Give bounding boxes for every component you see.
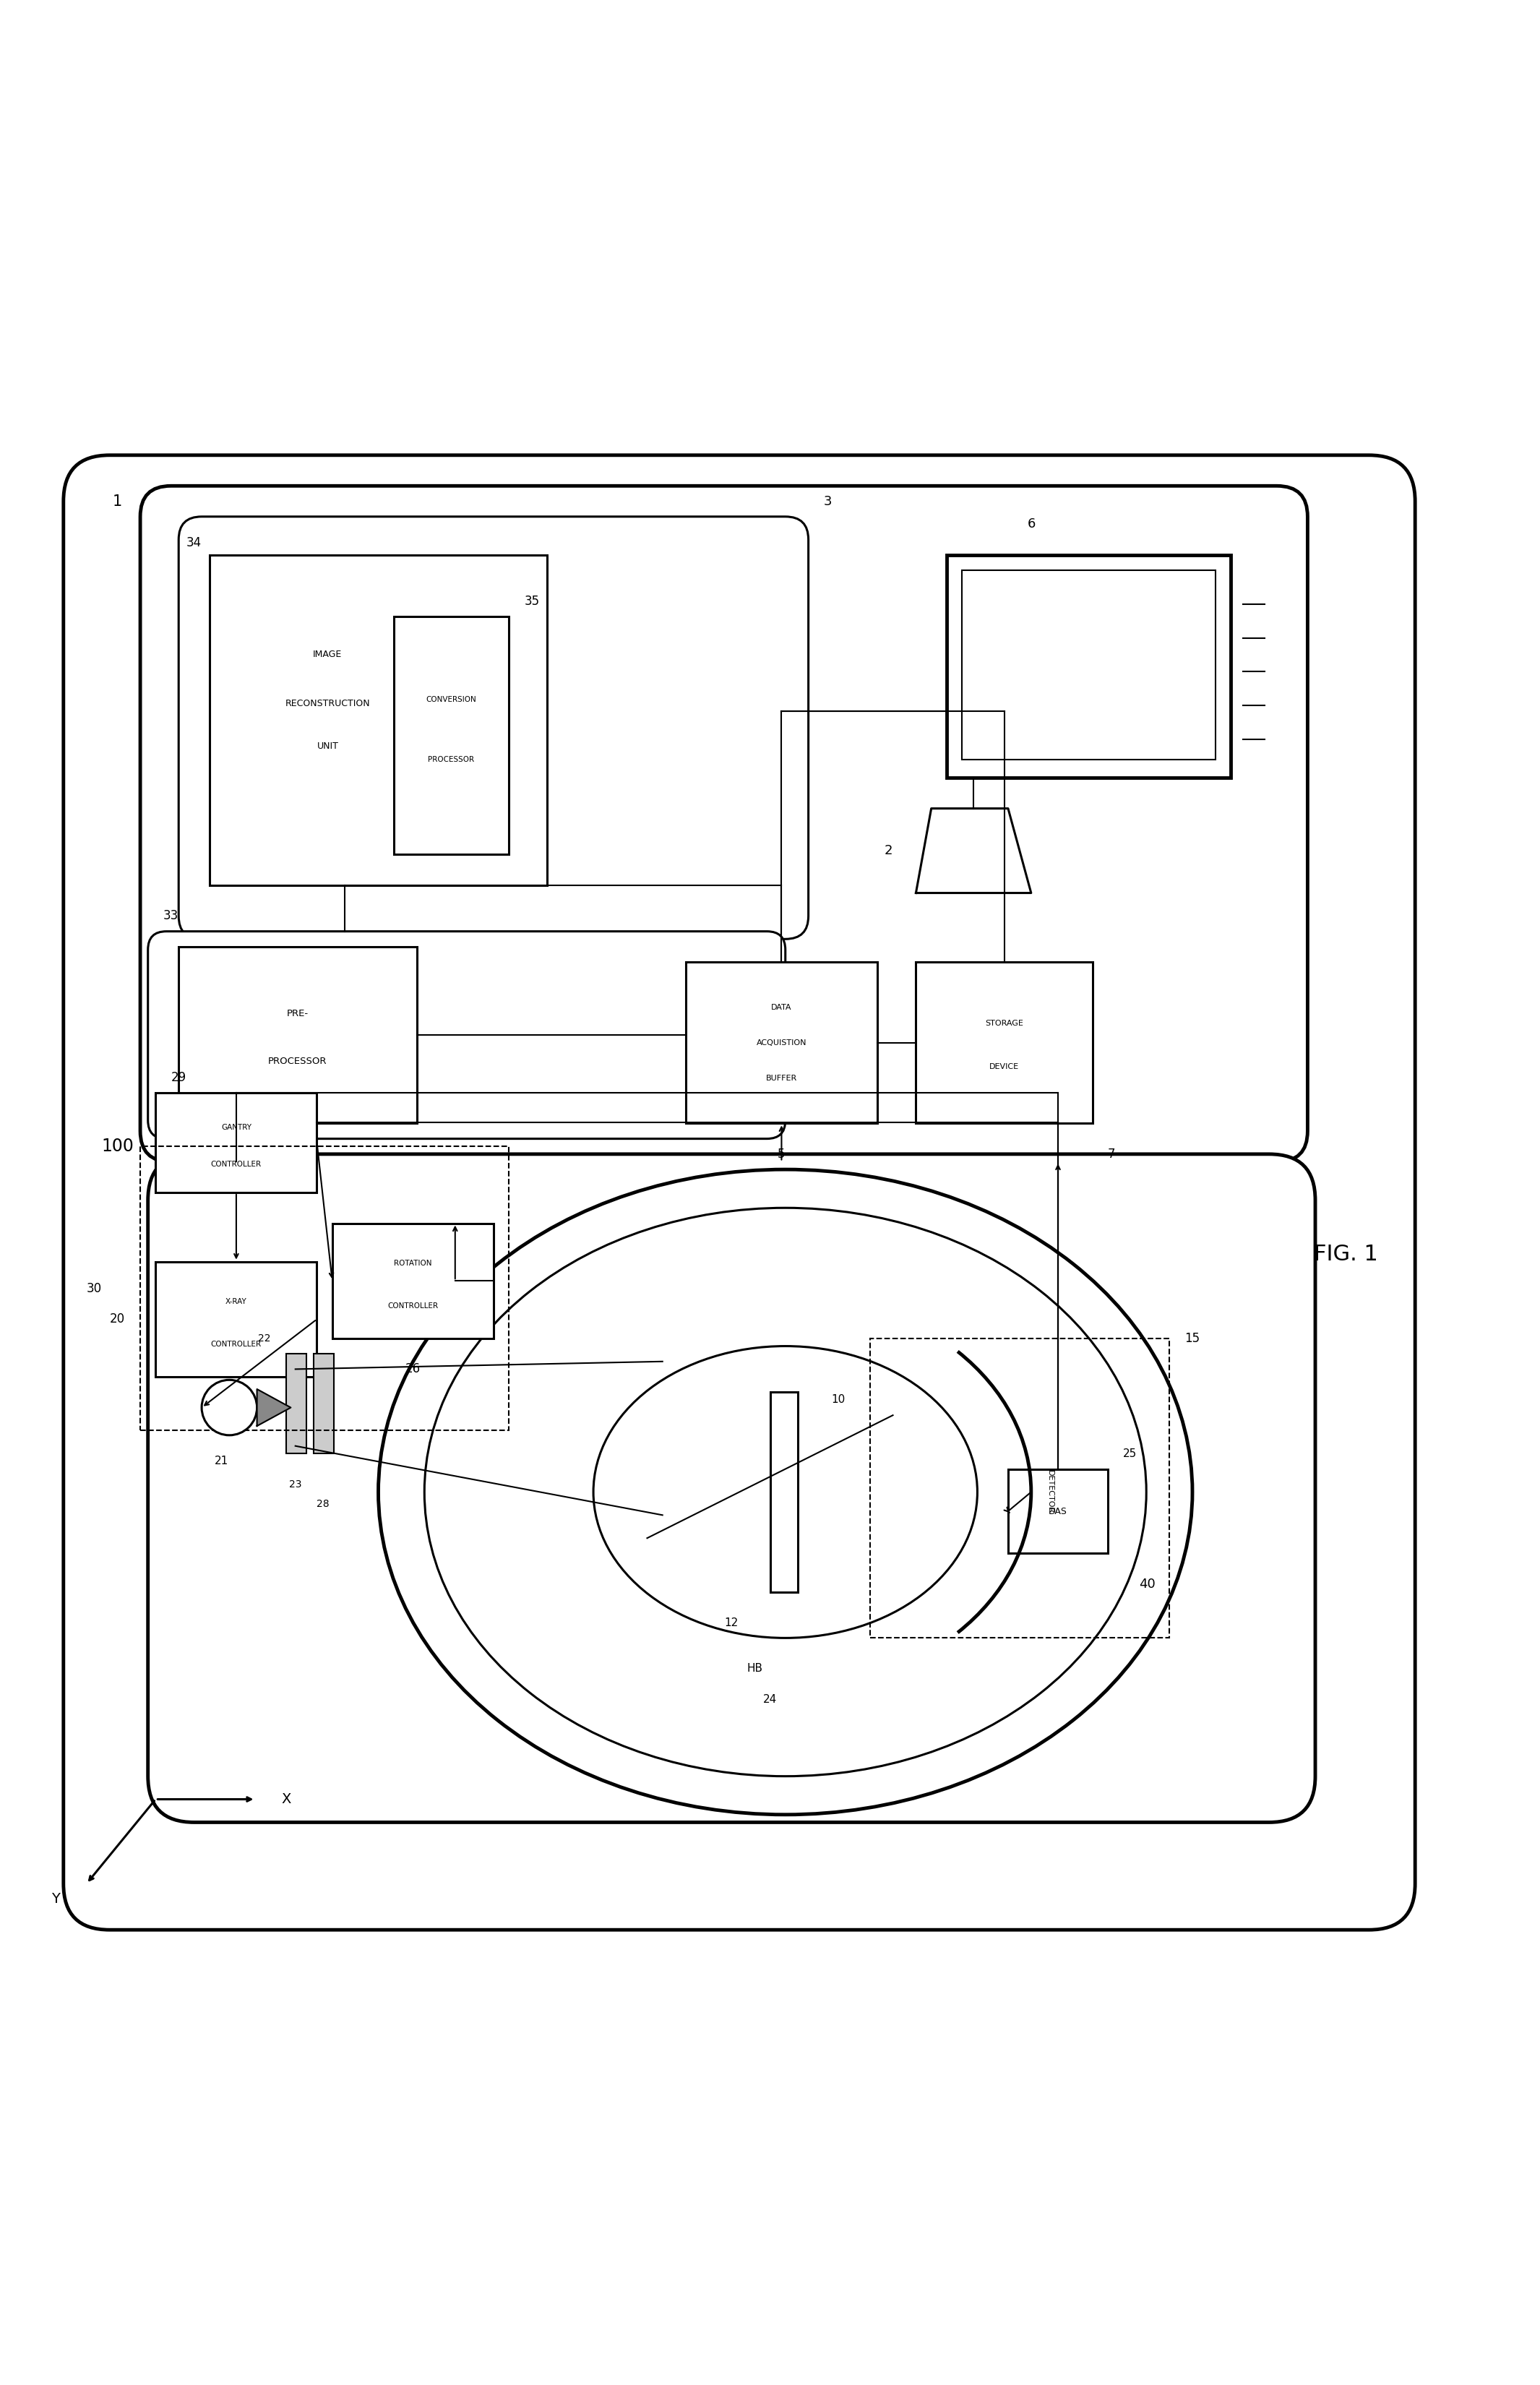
Text: 12: 12: [725, 1617, 739, 1629]
Bar: [947, 556, 1230, 778]
Text: 6: 6: [1027, 518, 1036, 532]
Text: PROCESSOR: PROCESSOR: [428, 756, 474, 763]
Bar: [156, 1262, 317, 1376]
Circle shape: [202, 1381, 257, 1436]
Bar: [179, 947, 417, 1123]
Text: DATA: DATA: [772, 1004, 792, 1011]
Text: 20: 20: [109, 1312, 125, 1326]
Bar: [870, 1338, 1169, 1638]
Text: 26: 26: [405, 1362, 420, 1376]
Bar: [156, 1092, 317, 1192]
Ellipse shape: [593, 1345, 978, 1638]
Text: 25: 25: [1123, 1448, 1137, 1460]
Text: 1: 1: [112, 494, 122, 508]
FancyBboxPatch shape: [63, 456, 1415, 1929]
Text: 2: 2: [884, 844, 893, 856]
Text: HB: HB: [747, 1662, 762, 1674]
Text: 21: 21: [214, 1455, 228, 1467]
Text: IMAGE: IMAGE: [313, 649, 342, 658]
Text: CONTROLLER: CONTROLLER: [211, 1340, 262, 1348]
Text: Y: Y: [51, 1891, 60, 1906]
Text: UNIT: UNIT: [317, 742, 339, 751]
Text: RECONSTRUCTION: RECONSTRUCTION: [285, 699, 370, 708]
Text: 33: 33: [163, 909, 179, 923]
Text: STORAGE: STORAGE: [986, 1021, 1024, 1028]
Bar: [685, 961, 878, 1123]
Text: 15: 15: [1184, 1331, 1200, 1345]
Polygon shape: [257, 1388, 291, 1426]
Bar: [962, 570, 1215, 758]
Text: 5: 5: [778, 1147, 785, 1161]
Bar: [333, 1224, 493, 1338]
Text: 40: 40: [1138, 1579, 1155, 1591]
Bar: [209, 556, 547, 885]
Text: ACQUISTION: ACQUISTION: [756, 1040, 807, 1047]
Text: PROCESSOR: PROCESSOR: [268, 1057, 326, 1066]
Text: 28: 28: [317, 1500, 330, 1510]
Text: DEVICE: DEVICE: [989, 1064, 1019, 1071]
Ellipse shape: [425, 1207, 1146, 1777]
Text: 34: 34: [186, 537, 202, 549]
Text: 23: 23: [290, 1479, 302, 1488]
Text: 22: 22: [259, 1333, 271, 1343]
Bar: [140, 1147, 508, 1431]
Text: 7: 7: [1107, 1147, 1115, 1161]
Text: ROTATION: ROTATION: [394, 1259, 431, 1266]
Bar: [1009, 1469, 1107, 1553]
Text: 24: 24: [762, 1693, 778, 1705]
Text: 100: 100: [102, 1138, 134, 1154]
Text: CONVERSION: CONVERSION: [427, 696, 476, 704]
Text: DETECTOR: DETECTOR: [1047, 1469, 1053, 1514]
Text: 10: 10: [832, 1395, 845, 1405]
Text: CONTROLLER: CONTROLLER: [211, 1161, 262, 1169]
Text: GANTRY: GANTRY: [222, 1123, 251, 1130]
FancyBboxPatch shape: [148, 933, 785, 1138]
Bar: [916, 961, 1092, 1123]
Text: PRE-: PRE-: [286, 1009, 308, 1018]
Bar: [394, 615, 508, 854]
Text: FIG. 1: FIG. 1: [1314, 1243, 1378, 1264]
Text: CONTROLLER: CONTROLLER: [388, 1302, 439, 1309]
Text: X: X: [282, 1794, 291, 1805]
Text: X-RAY: X-RAY: [225, 1297, 246, 1305]
Bar: [314, 1355, 334, 1452]
FancyBboxPatch shape: [148, 1154, 1315, 1822]
Text: 29: 29: [171, 1071, 186, 1083]
Text: 3: 3: [824, 494, 832, 508]
Text: 30: 30: [86, 1283, 102, 1295]
Text: 35: 35: [524, 594, 539, 608]
FancyBboxPatch shape: [179, 518, 808, 940]
Text: BUFFER: BUFFER: [765, 1076, 798, 1083]
Bar: [286, 1355, 306, 1452]
Text: DAS: DAS: [1049, 1507, 1067, 1517]
Ellipse shape: [379, 1169, 1192, 1815]
FancyBboxPatch shape: [140, 487, 1307, 1161]
Bar: [770, 1393, 798, 1591]
